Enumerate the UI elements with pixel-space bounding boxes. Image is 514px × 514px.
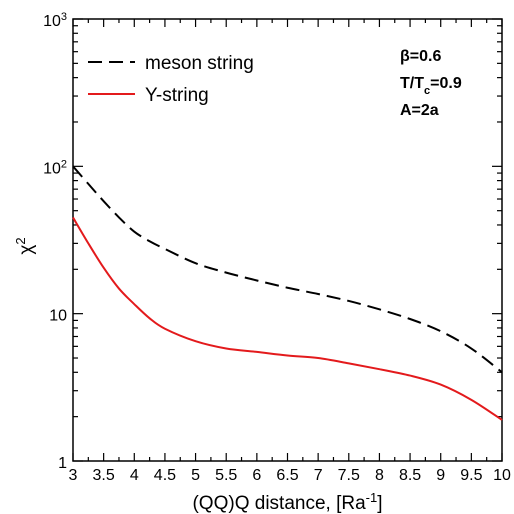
- annotation-text: A=2a: [400, 102, 439, 119]
- legend-label-meson-string: meson string: [145, 53, 254, 74]
- x-tick-label: 5.5: [215, 467, 237, 484]
- x-tick-label: 10: [493, 467, 511, 484]
- legend-label-y-string: Y-string: [145, 85, 209, 106]
- x-tick-label: 4: [130, 467, 139, 484]
- x-axis-title: (QQ)Q distance, [Ra-1]: [192, 490, 382, 514]
- series-line-meson-string: [72, 165, 503, 374]
- y-axis-title: χ2: [13, 237, 38, 254]
- x-tick-label: 7: [314, 467, 323, 484]
- annotation-text: β=0.6: [400, 48, 441, 65]
- annotation-text: T/Tc=0.9: [400, 75, 462, 97]
- series-lines: [72, 165, 503, 421]
- x-tick-label: 9.5: [460, 467, 482, 484]
- x-tick-label: 6: [252, 467, 261, 484]
- y-tick-label: 1: [58, 455, 67, 472]
- tick-labels: 3 3.5 4 4.5 5 5.5 6 6.5 7 7.5 8 8.5 9 9.5 10 1 10 102 103: [43, 11, 511, 484]
- y-tick-label: 102: [43, 158, 67, 177]
- series-line-y-string: [72, 216, 503, 421]
- x-tick-label: 6.5: [276, 467, 298, 484]
- y-tick-label: 103: [43, 11, 67, 30]
- x-tick-label: 3.5: [93, 467, 115, 484]
- x-tick-label: 3: [69, 467, 78, 484]
- x-tick-label: 9: [436, 467, 445, 484]
- annotations: β=0.6 T/Tc=0.9 A=2a: [400, 48, 462, 119]
- x-tick-label: 5: [191, 467, 200, 484]
- legend: meson string Y-string: [88, 53, 254, 106]
- y-tick-label: 10: [49, 308, 67, 325]
- x-tick-label: 7.5: [338, 467, 360, 484]
- x-tick-label: 8: [375, 467, 384, 484]
- axis-ticks: [72, 18, 503, 462]
- x-tick-label: 8.5: [399, 467, 421, 484]
- x-tick-label: 4.5: [154, 467, 176, 484]
